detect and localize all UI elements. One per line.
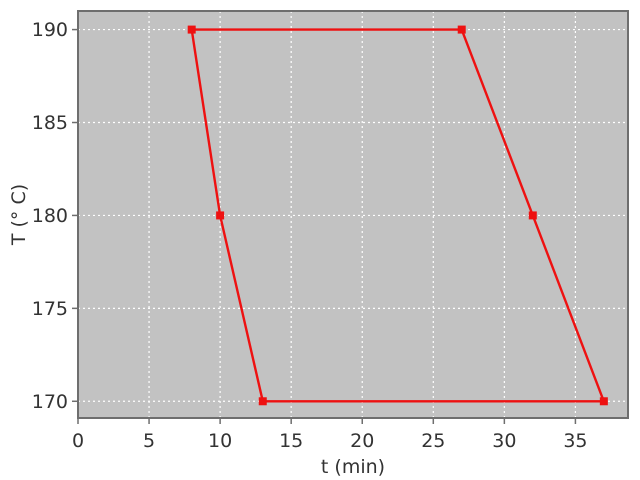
x-tick-label: 25: [421, 430, 445, 452]
y-tick-label: 175: [32, 298, 68, 320]
x-tick-label: 35: [563, 430, 587, 452]
x-tick-label: 0: [72, 430, 84, 452]
axis-ticks: [72, 28, 577, 424]
x-tick-label: 30: [492, 430, 516, 452]
x-tick-label: 5: [143, 430, 155, 452]
plot-border: [77, 10, 629, 419]
x-tick-label: 20: [350, 430, 374, 452]
data-point-marker: [187, 25, 196, 34]
y-axis-label: T (° C): [8, 184, 30, 246]
plot-area: [78, 11, 628, 418]
data-point-marker: [216, 211, 225, 220]
y-tick-labels: 170 175 180 185 190: [32, 19, 68, 413]
y-tick-label: 185: [32, 112, 68, 134]
x-tick-label: 15: [279, 430, 303, 452]
y-tick-label: 170: [32, 391, 68, 413]
y-tick-label: 180: [32, 205, 68, 227]
y-tick-label: 190: [32, 19, 68, 41]
plot-border-rect: [77, 10, 629, 419]
plot-background: [78, 11, 628, 418]
x-tick-label: 10: [208, 430, 232, 452]
series-temperature-cycle: [187, 25, 608, 406]
data-point-marker: [599, 397, 608, 406]
x-tick-labels: 0 5 10 15 20 25 30 35: [72, 430, 588, 452]
data-point-marker: [528, 211, 537, 220]
data-point-marker: [258, 397, 267, 406]
data-point-marker: [457, 25, 466, 34]
x-axis-label: t (min): [321, 456, 385, 478]
